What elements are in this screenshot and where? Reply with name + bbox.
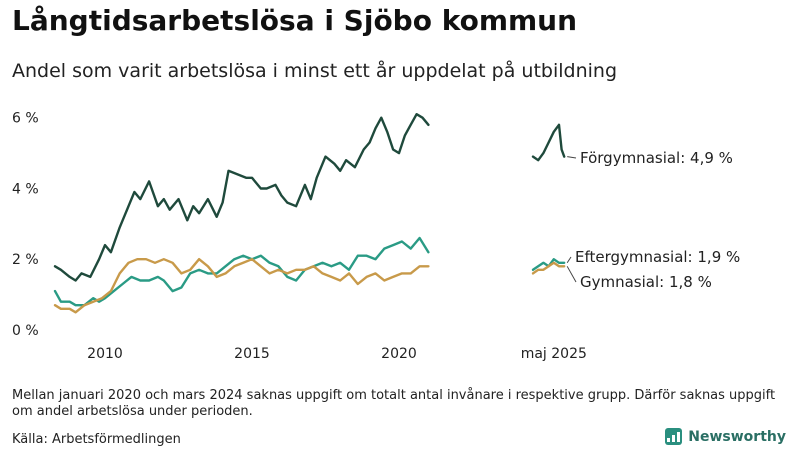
x-tick-label: 2010 [87,346,123,362]
line-chart: 0 % 2 % 4 % 6 % 2010 2015 2020 maj 2025 Förgym… [12,111,740,362]
series-labels: Förgymnasial: 4,9 % Eftergymnasial: 1,9 %… [566,149,740,291]
series-end-label: Förgymnasial: 4,9 % [580,149,733,167]
series-line-eftergymnasial-0 [53,236,430,307]
leader-line [566,266,577,283]
y-tick-label: 0 % [12,323,39,339]
x-tick-label: 2015 [234,346,270,362]
leader-line [567,156,577,159]
series-line-gymnasial-1 [531,261,566,275]
newsworthy-logo-icon [665,428,683,445]
x-axis: 2010 2015 2020 maj 2025 [87,346,587,362]
chart-title: Långtidsarbetslösa i Sjöbo kommun [12,4,578,37]
x-tick-label: 2020 [381,346,417,362]
x-tick-label: maj 2025 [521,346,587,362]
series-end-label: Eftergymnasial: 1,9 % [575,248,740,266]
series-line-förgymnasial-0 [53,113,430,282]
series-line-förgymnasial-1 [531,123,566,162]
y-tick-label: 6 % [12,111,39,127]
series-line-eftergymnasial-1 [531,258,566,271]
y-axis: 0 % 2 % 4 % 6 % [12,111,39,339]
chart-subtitle: Andel som varit arbetslösa i minst ett å… [12,60,618,82]
footnote: Mellan januari 2020 och mars 2024 saknas… [12,388,776,419]
brand-name: Newsworthy [688,428,786,445]
series-group [53,113,566,314]
brand[interactable]: Newsworthy [665,428,786,445]
source-text: Källa: Arbetsförmedlingen [12,432,181,447]
series-end-label: Gymnasial: 1,8 % [580,273,712,291]
leader-line [566,256,572,264]
y-tick-label: 2 % [12,252,39,268]
series-line-gymnasial-0 [53,258,430,314]
y-tick-label: 4 % [12,181,39,197]
